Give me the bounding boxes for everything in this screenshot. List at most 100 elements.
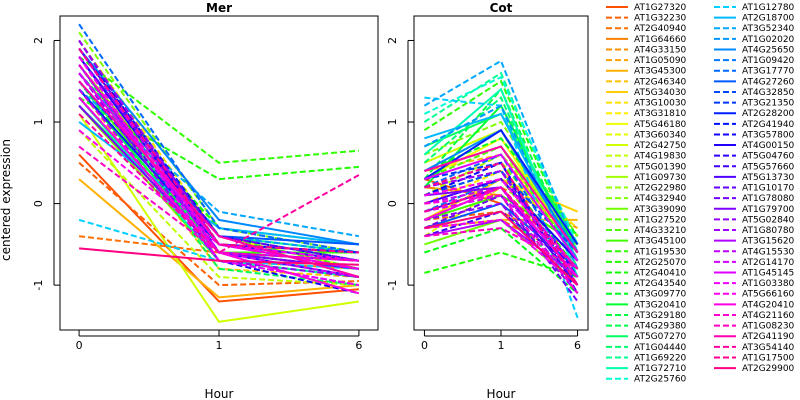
legend-item: AT2G28200 <box>714 109 795 119</box>
series-group <box>423 59 579 319</box>
legend-label: AT3G60340 <box>634 130 687 140</box>
legend-label: AT5G66160 <box>742 290 795 300</box>
series-line-AT1G78080 <box>78 56 360 262</box>
legend-item: AT4G32850 <box>714 88 795 98</box>
legend-item: AT1G64660 <box>606 35 687 45</box>
series-line-AT1G17500 <box>78 48 359 254</box>
legend-label: AT1G79700 <box>742 205 795 215</box>
series-line-AT1G69220 <box>423 71 579 253</box>
legend-label: AT5G02840 <box>742 215 795 225</box>
legend-label: AT4G21160 <box>742 311 795 321</box>
legend-item: AT3G09770 <box>606 290 687 300</box>
legend-label: AT3G10030 <box>634 99 687 109</box>
legend-item: AT1G78080 <box>714 194 795 204</box>
series-line-AT4G21160 <box>78 64 360 270</box>
panel-title: Cot <box>490 1 513 15</box>
legend-item: AT1G08230 <box>714 322 795 332</box>
legend-label: AT5G04760 <box>742 152 795 162</box>
x-axis-label: Hour <box>205 387 234 400</box>
legend-label: AT2G25760 <box>634 375 687 385</box>
legend-item: AT5G57660 <box>714 162 795 172</box>
series-line-AT2G29900 <box>424 210 579 286</box>
panel-title: Mer <box>206 1 232 15</box>
legend-item: AT1G02020 <box>714 35 795 45</box>
legend-label: AT1G17500 <box>742 353 795 363</box>
legend-label: AT2G42750 <box>634 141 687 151</box>
series-line-AT4G32940 <box>424 120 579 237</box>
legend-item: AT4G27260 <box>714 77 795 87</box>
series-line-AT2G29900 <box>79 247 359 266</box>
legend-item: AT5G01390 <box>606 162 687 172</box>
legend-label: AT3G31810 <box>634 109 687 119</box>
series-line-AT3G54140 <box>424 186 579 270</box>
x-tick-label: 0 <box>76 339 83 352</box>
series-line-AT1G03380 <box>424 218 579 286</box>
legend-item: AT3G29180 <box>606 311 687 321</box>
legend-item: AT3G20410 <box>606 300 687 310</box>
legend: AT1G27320AT1G32230AT2G40940AT1G64660AT4G… <box>606 3 795 385</box>
x-tick-label: 6 <box>574 339 581 352</box>
legend-label: AT4G20410 <box>742 300 795 310</box>
legend-item: AT2G40410 <box>606 269 687 279</box>
legend-item: AT1G45145 <box>714 269 794 279</box>
series-line-AT4G32940 <box>78 31 360 254</box>
series-line-AT4G21160 <box>424 194 579 294</box>
legend-item: AT5G34030 <box>606 88 687 98</box>
legend-label: AT4G25650 <box>742 45 795 55</box>
series-line-AT3G45300 <box>78 178 359 299</box>
legend-item: AT4G00150 <box>714 141 795 151</box>
series-line-AT3G60340 <box>78 56 360 262</box>
series-line-AT4G29380 <box>424 210 579 278</box>
legend-label: AT1G12780 <box>742 3 795 13</box>
legend-item: AT2G40940 <box>606 24 687 34</box>
legend-label: AT2G41940 <box>742 120 795 130</box>
series-line-AT3G52340 <box>78 88 360 238</box>
legend-label: AT2G29900 <box>742 364 795 374</box>
series-line-AT1G08230 <box>424 227 579 270</box>
legend-item: AT5G66160 <box>714 290 795 300</box>
y-tick-label: 1 <box>32 119 45 126</box>
legend-item: AT1G72710 <box>606 364 687 374</box>
legend-item: AT2G41190 <box>714 332 795 342</box>
legend-item: AT2G25760 <box>606 375 687 385</box>
legend-item: AT3G15620 <box>714 237 795 247</box>
legend-item: AT1G17500 <box>714 353 795 363</box>
legend-item: AT3G21350 <box>714 99 795 109</box>
legend-item: AT2G29900 <box>714 364 795 374</box>
legend-label: AT1G72710 <box>634 364 687 374</box>
legend-label: AT3G45100 <box>634 237 687 247</box>
legend-item: AT1G05090 <box>606 56 687 66</box>
legend-item: AT4G25650 <box>714 45 795 55</box>
legend-label: AT2G22980 <box>634 184 687 194</box>
y-tick-label: 1 <box>386 119 399 126</box>
legend-item: AT4G20410 <box>714 300 795 310</box>
legend-label: AT1G03380 <box>742 279 795 289</box>
legend-label: AT1G27520 <box>634 215 687 225</box>
x-tick-label: 6 <box>355 339 362 352</box>
series-line-AT4G15530 <box>424 186 579 294</box>
legend-label: AT5G13730 <box>742 173 795 183</box>
legend-item: AT2G18700 <box>714 14 795 24</box>
legend-label: AT3G20410 <box>634 300 687 310</box>
legend-label: AT1G32230 <box>634 14 687 24</box>
legend-label: AT3G54140 <box>742 343 795 353</box>
legend-label: AT4G32850 <box>742 88 795 98</box>
series-line-AT4G00150 <box>424 177 579 262</box>
legend-label: AT3G45300 <box>634 67 687 77</box>
legend-item: AT3G31810 <box>606 109 687 119</box>
legend-item: AT3G57800 <box>714 130 795 140</box>
legend-label: AT1G45145 <box>742 269 794 279</box>
legend-item: AT2G14170 <box>714 258 795 268</box>
y-tick-label: 2 <box>386 37 399 44</box>
legend-label: AT4G33150 <box>634 45 687 55</box>
y-axis-label: centered expression <box>0 139 13 261</box>
legend-item: AT2G41940 <box>714 120 795 130</box>
legend-item: AT3G45300 <box>606 67 687 77</box>
legend-label: AT1G64660 <box>634 35 687 45</box>
legend-label: AT3G57800 <box>742 130 795 140</box>
series-line-AT4G19830 <box>78 129 359 287</box>
legend-item: AT1G27320 <box>606 3 687 13</box>
series-line-AT2G40410 <box>424 169 579 270</box>
legend-item: AT5G07270 <box>606 332 687 342</box>
legend-item: AT1G12780 <box>714 3 795 13</box>
